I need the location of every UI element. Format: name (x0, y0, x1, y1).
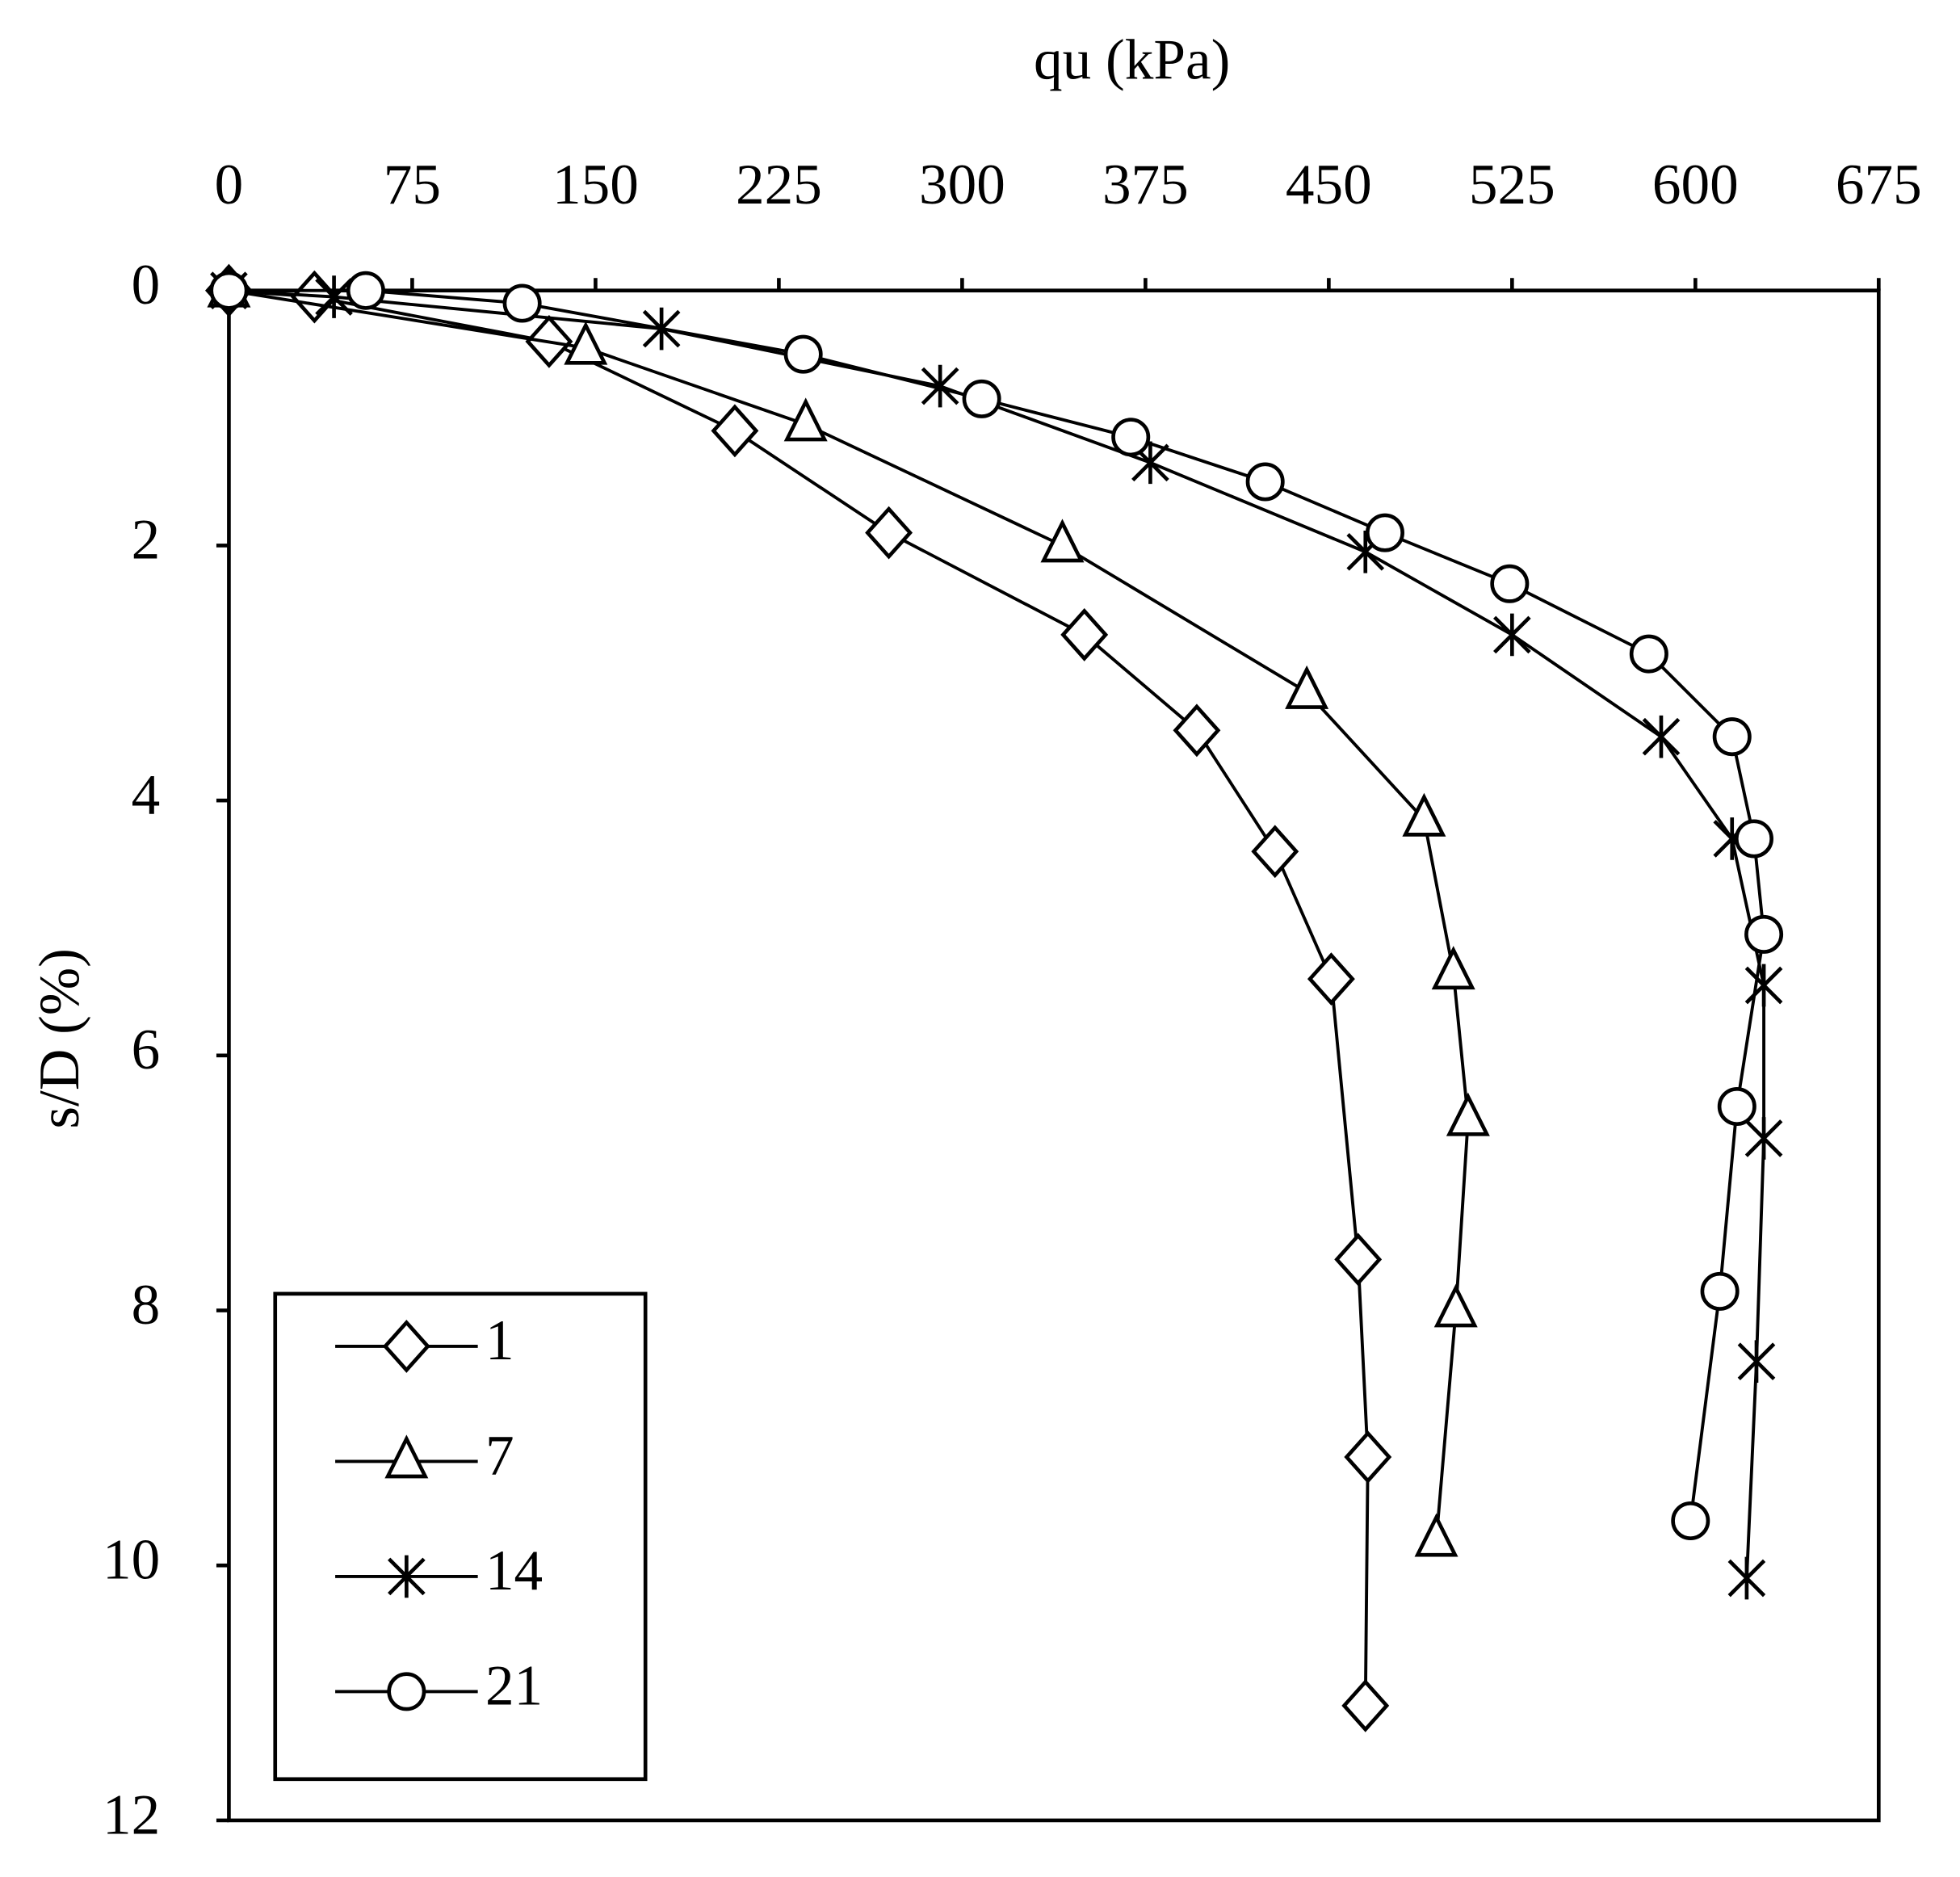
legend-label: 7 (485, 1425, 514, 1488)
x-tick-label: 525 (1469, 153, 1555, 216)
data-point (1285, 665, 1329, 709)
data-point (1402, 792, 1446, 837)
x-tick-label: 0 (215, 153, 244, 216)
x-tick-label: 600 (1652, 153, 1739, 216)
data-point (1431, 946, 1475, 990)
data-point (1365, 513, 1404, 552)
data-point (783, 334, 823, 374)
legend-marker (387, 1672, 426, 1711)
y-tick-label: 2 (132, 509, 161, 572)
data-point (1040, 519, 1085, 563)
data-point (921, 364, 959, 408)
x-tick-label: 375 (1102, 153, 1189, 216)
data-point (1251, 825, 1299, 879)
data-point (1341, 1678, 1390, 1732)
y-tick-label: 4 (132, 763, 161, 826)
data-point (1744, 914, 1784, 954)
data-point (1671, 1501, 1710, 1540)
x-tick-label: 450 (1286, 153, 1372, 216)
data-point (1446, 1092, 1490, 1136)
data-point (502, 283, 542, 323)
data-point (1712, 717, 1752, 757)
data-point (1245, 462, 1285, 502)
data-point (1744, 1117, 1783, 1160)
data-point (1493, 613, 1531, 657)
y-tick-label: 12 (103, 1783, 160, 1846)
data-point (1414, 1513, 1458, 1557)
legend-box (273, 1291, 648, 1782)
series-line (229, 288, 1370, 1706)
series-line (229, 288, 1470, 1540)
data-point (1111, 418, 1151, 457)
x-axis-title: qu (kPa) (1034, 28, 1230, 91)
data-point (1642, 715, 1681, 758)
x-tick-label: 225 (736, 153, 822, 216)
data-point (1717, 1086, 1756, 1126)
data-point (1734, 819, 1773, 859)
data-point (564, 321, 608, 365)
legend-marker (384, 1434, 429, 1479)
data-point (1737, 1340, 1776, 1383)
x-tick-label: 75 (384, 153, 441, 216)
data-point (346, 271, 385, 310)
data-point (1344, 1430, 1392, 1484)
y-tick-label: 10 (103, 1529, 160, 1592)
legend-label: 1 (485, 1309, 514, 1372)
legend-marker (388, 1555, 426, 1598)
y-tick-label: 0 (132, 254, 161, 317)
data-point (1173, 703, 1221, 758)
x-tick-label: 150 (552, 153, 639, 216)
data-point (209, 271, 249, 310)
data-point (315, 275, 353, 318)
data-point (1433, 1283, 1478, 1328)
x-tick-label: 675 (1836, 153, 1922, 216)
data-point (1700, 1271, 1740, 1311)
data-point (1727, 1556, 1766, 1600)
legend-label: 14 (485, 1539, 543, 1602)
data-point (1744, 964, 1783, 1007)
y-tick-label: 6 (132, 1018, 161, 1081)
series-line (229, 288, 1766, 1522)
x-tick-label: 300 (919, 153, 1005, 216)
legend-marker (382, 1320, 430, 1373)
data-point (1307, 952, 1355, 1006)
y-tick-label: 8 (132, 1274, 161, 1337)
data-point (711, 404, 759, 458)
legend-label: 21 (485, 1655, 543, 1718)
data-point (1334, 1232, 1383, 1287)
data-point (865, 506, 913, 560)
data-point (783, 397, 828, 442)
data-point (1060, 607, 1109, 661)
data-point (1490, 564, 1530, 603)
y-axis-title: s/D (%) (28, 948, 91, 1129)
data-point (962, 379, 1001, 418)
data-point (1629, 634, 1668, 674)
